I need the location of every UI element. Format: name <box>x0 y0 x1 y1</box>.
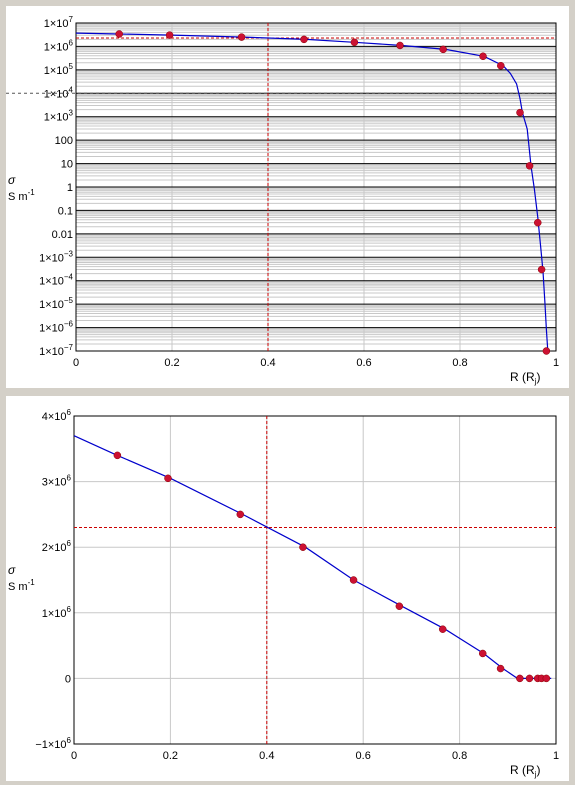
linear-chart-panel: 4×106 3×106 2×106 1×106 0 −1×106 0 0.2 0.4 0.6 0.8… <box>6 396 569 781</box>
data-point <box>113 451 122 460</box>
data-point <box>525 674 534 683</box>
y-tick-label: 1×105 <box>44 62 74 77</box>
y-tick-label: 1×10−7 <box>39 343 73 358</box>
y-axis-unit: S m-1 <box>8 188 35 203</box>
y-tick-label: 0.01 <box>52 229 73 241</box>
x-tick-label: 0.4 <box>260 357 275 369</box>
y-tick-label: 10 <box>61 159 73 171</box>
data-point <box>496 664 505 673</box>
data-point <box>236 510 245 519</box>
y-tick-label: 1×10−6 <box>39 320 73 335</box>
series-line <box>75 32 549 352</box>
data-point <box>299 543 307 551</box>
data-point <box>350 38 359 47</box>
data-point <box>300 35 308 44</box>
x-tick-label: 0.2 <box>163 750 178 762</box>
data-point <box>534 218 542 227</box>
plot-frame <box>73 415 557 745</box>
x-tick-label: 0 <box>71 750 77 762</box>
x-tick-label: 1 <box>553 750 559 762</box>
y-tick-label: 1×107 <box>44 15 74 30</box>
y-tick-label: 1×106 <box>42 605 72 620</box>
series-line <box>73 435 552 679</box>
x-tick-label: 1 <box>553 357 559 369</box>
data-point <box>396 41 404 50</box>
y-axis-symbol: σ <box>8 173 16 187</box>
x-tick-label: 0 <box>73 357 79 369</box>
y-tick-label: 1×10−5 <box>39 296 73 311</box>
data-point <box>542 674 551 683</box>
x-tick-label: 0.6 <box>356 750 371 762</box>
data-point <box>479 52 487 61</box>
log-conductivity-chart: 1×1071×1061×1051×1041×1031001010.10.011×… <box>6 15 559 386</box>
x-tick-label: 0.6 <box>356 357 371 369</box>
data-point <box>165 31 174 39</box>
y-axis-unit: S m-1 <box>8 578 35 593</box>
y-tick-label: 1×10−3 <box>39 249 73 264</box>
data-point <box>349 576 358 584</box>
data-point <box>542 347 551 355</box>
x-tick-label: 0.4 <box>259 750 274 762</box>
y-tick-label: 1 <box>67 182 73 194</box>
data-point <box>438 625 447 633</box>
y-tick-label: 0.1 <box>58 205 73 217</box>
data-point <box>525 162 534 170</box>
y-tick-label: −1×106 <box>35 736 71 751</box>
y-tick-label: 1×104 <box>44 85 74 100</box>
y-tick-label: 2×106 <box>42 539 72 554</box>
data-point <box>537 265 546 274</box>
x-tick-label: 0.2 <box>164 357 179 369</box>
y-tick-label: 1×10−4 <box>39 273 73 288</box>
data-point <box>237 33 246 41</box>
data-point <box>478 649 487 658</box>
x-axis-label: R (Rj) <box>510 370 540 386</box>
data-point <box>497 61 505 70</box>
y-tick-label: 0 <box>65 673 71 685</box>
data-point <box>115 30 123 38</box>
x-tick-label: 0.8 <box>452 750 467 762</box>
data-point <box>164 474 172 483</box>
data-point <box>439 45 447 54</box>
x-tick-label: 0.8 <box>452 357 467 369</box>
data-point <box>395 602 404 610</box>
log-chart-panel: 1×107 1×106 1×105 1×104 1×103 100 10 1 0.1 0.01 1×… <box>6 6 569 388</box>
y-axis-symbol: σ <box>8 563 16 577</box>
data-point <box>516 674 524 683</box>
y-tick-label: 1×103 <box>44 109 74 124</box>
y-tick-label: 1×106 <box>44 38 74 53</box>
x-axis-label: R (Rj) <box>510 763 540 779</box>
y-tick-label: 3×106 <box>42 474 72 489</box>
data-point <box>516 108 524 117</box>
plot-frame <box>75 22 557 352</box>
y-tick-label: 100 <box>55 135 73 147</box>
y-tick-label: 4×106 <box>42 408 72 423</box>
